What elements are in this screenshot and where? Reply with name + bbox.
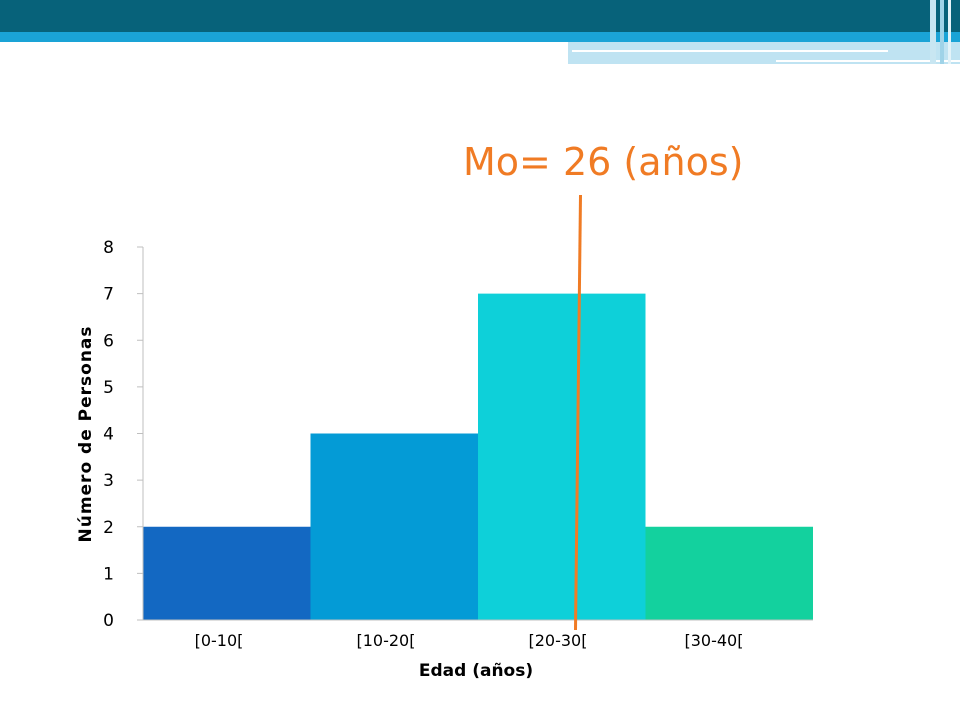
x-category-label: [30-40[: [685, 631, 744, 650]
axis-layer: [137, 246, 813, 621]
y-axis-title: Número de Personas: [76, 325, 96, 542]
y-tick-label: 8: [103, 238, 114, 258]
header-band-dark: [0, 0, 960, 32]
header-stripe-3: [948, 0, 951, 64]
x-axis-title: Edad (años): [419, 661, 533, 681]
header-band-light: [0, 32, 960, 42]
x-category-label: [0-10[: [195, 631, 244, 650]
y-tick-label: 3: [103, 471, 114, 491]
header-band-pale: [568, 42, 960, 64]
header-line-white: [572, 50, 888, 52]
bars-layer: [143, 293, 813, 620]
x-category-label: [20-30[: [529, 631, 588, 650]
mode-layer: [574, 194, 582, 631]
mode-indicator-line: [574, 194, 582, 631]
bar-0: [143, 526, 311, 620]
labels-layer: 0 1 2 3 4 5 6 7 8 [0-10[ [10-20[ [20-30[ [30-40[ Edad…: [76, 238, 743, 681]
bar-3: [645, 526, 813, 620]
header-stripe-1: [930, 0, 936, 64]
mode-annotation-label: Mo= 26 (años): [463, 140, 744, 184]
header-stripe-2: [940, 0, 944, 64]
header-line-white-2: [776, 60, 960, 62]
y-tick-label: 7: [103, 285, 114, 305]
y-tick-label: 4: [103, 425, 114, 445]
bar-2: [478, 293, 646, 620]
bar-1: [310, 433, 478, 620]
y-tick-label: 2: [103, 518, 114, 538]
y-tick-label: 1: [103, 564, 114, 584]
y-tick-label: 5: [103, 378, 114, 398]
y-tick-label: 6: [103, 331, 114, 351]
y-tick-label: 0: [103, 611, 114, 631]
x-category-label: [10-20[: [357, 631, 416, 650]
